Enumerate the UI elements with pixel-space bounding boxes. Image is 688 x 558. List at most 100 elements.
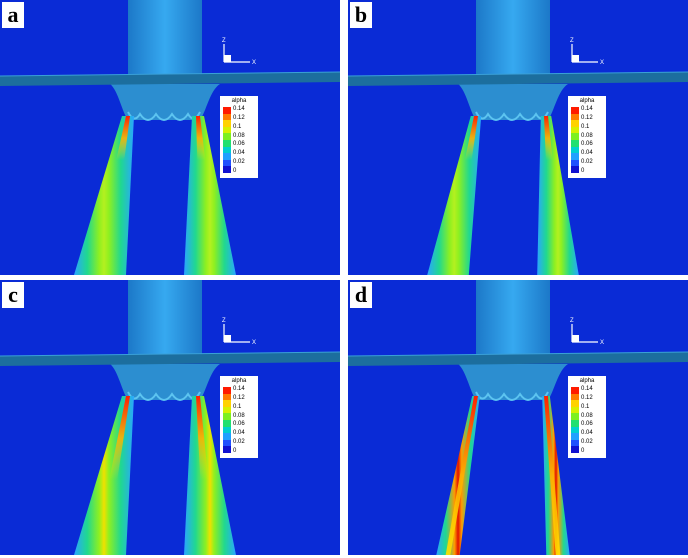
tower-column bbox=[128, 280, 202, 362]
legend-swatch bbox=[571, 153, 579, 160]
jet-core-left bbox=[116, 116, 130, 160]
legend-swatch bbox=[223, 393, 231, 401]
funnel-ripples bbox=[475, 111, 549, 121]
axis-label-z: Z bbox=[570, 38, 574, 44]
legend-swatch bbox=[223, 413, 231, 420]
legend-swatch bbox=[223, 400, 231, 407]
axis-label-z: Z bbox=[222, 318, 226, 324]
funnel-shape bbox=[110, 364, 220, 400]
legend-swatch bbox=[223, 159, 231, 167]
axis-label-x: X bbox=[600, 340, 605, 346]
jet-core-left bbox=[464, 116, 478, 160]
legend-swatch bbox=[223, 446, 231, 453]
legend-tick-label: 0 bbox=[581, 168, 585, 174]
legend-tick-label: 0.1 bbox=[233, 403, 242, 410]
legend-tick-label: 0.06 bbox=[233, 421, 245, 428]
legend-swatch bbox=[223, 166, 231, 173]
axis-label-x: X bbox=[252, 60, 257, 66]
legend-tick-label: 0.06 bbox=[233, 141, 245, 148]
axis-label-x: X bbox=[600, 60, 605, 66]
legend-colorbar bbox=[223, 387, 231, 453]
funnel-ripples bbox=[127, 391, 201, 401]
legend-tick-label: 0.14 bbox=[581, 386, 593, 392]
colorbar-legend: alpha 0.14 0.12 0.1 0.08 0.06 0.04 0.02 0 bbox=[220, 376, 258, 458]
tower-column bbox=[128, 0, 202, 82]
axis-arrows bbox=[571, 44, 598, 63]
legend-tick-label: 0.08 bbox=[233, 412, 245, 419]
simulation-scene bbox=[0, 280, 340, 555]
legend-colorbar bbox=[223, 107, 231, 173]
legend-swatch bbox=[571, 393, 579, 401]
axis-label-x: X bbox=[252, 340, 257, 346]
funnel-shape bbox=[458, 84, 568, 120]
legend-swatch bbox=[571, 133, 579, 140]
axis-arrows bbox=[223, 44, 250, 63]
simulation-scene bbox=[348, 0, 688, 275]
legend-swatch bbox=[571, 413, 579, 420]
legend-tick-label: 0.14 bbox=[233, 106, 245, 112]
legend-swatch bbox=[571, 406, 579, 414]
legend-swatch bbox=[571, 419, 579, 427]
panel-label: a bbox=[2, 2, 24, 28]
legend-tick-label: 0.1 bbox=[581, 123, 590, 130]
legend-swatch bbox=[571, 166, 579, 173]
legend-title: alpha bbox=[231, 98, 247, 104]
legend-swatch bbox=[223, 107, 231, 114]
legend-swatch bbox=[223, 113, 231, 121]
legend-tick-label: 0.14 bbox=[233, 386, 245, 392]
legend-tick-label: 0.02 bbox=[581, 439, 593, 446]
legend-swatch bbox=[223, 426, 231, 434]
legend-swatch bbox=[571, 113, 579, 121]
legend-swatch bbox=[223, 419, 231, 427]
funnel-shape bbox=[110, 84, 220, 120]
colorbar-legend: alpha 0.14 0.12 0.1 0.08 0.06 0.04 0.02 0 bbox=[568, 376, 606, 458]
legend-tick-label: 0.02 bbox=[581, 159, 593, 166]
legend-tick-label: 0.06 bbox=[581, 141, 593, 148]
jet-plume-right bbox=[184, 116, 236, 275]
simulation-scene bbox=[348, 280, 688, 555]
legend-swatch bbox=[223, 126, 231, 134]
legend-tick-label: 0 bbox=[233, 168, 237, 174]
tower-column bbox=[476, 280, 550, 362]
jet-core-left bbox=[109, 396, 130, 480]
legend-tick-label: 0.04 bbox=[581, 430, 593, 437]
plate-edge bbox=[0, 71, 340, 77]
axis-label-z: Z bbox=[570, 318, 574, 324]
legend-swatch bbox=[571, 107, 579, 114]
legend-swatch bbox=[571, 146, 579, 154]
panel-label: c bbox=[2, 282, 24, 308]
legend-tick-label: 0.12 bbox=[581, 114, 593, 121]
legend-tick-label: 0.12 bbox=[233, 394, 245, 401]
legend-swatch bbox=[223, 120, 231, 127]
legend-tick-label: 0.02 bbox=[233, 159, 245, 166]
legend-tick-label: 0.1 bbox=[233, 123, 242, 130]
legend-swatch bbox=[223, 433, 231, 440]
legend-swatch bbox=[571, 159, 579, 167]
plate-edge bbox=[0, 351, 340, 357]
legend-swatch bbox=[571, 426, 579, 434]
legend-swatch bbox=[223, 146, 231, 154]
simulation-scene bbox=[0, 0, 340, 275]
legend-tick-label: 0.02 bbox=[233, 439, 245, 446]
tower-column bbox=[476, 0, 550, 82]
legend-swatch bbox=[223, 406, 231, 414]
jet-core-right bbox=[196, 116, 206, 160]
legend-swatch bbox=[571, 433, 579, 440]
legend-swatch bbox=[571, 439, 579, 447]
legend-tick-label: 0 bbox=[581, 448, 585, 454]
legend-swatch bbox=[571, 126, 579, 134]
legend-swatch bbox=[571, 400, 579, 407]
legend-swatch bbox=[223, 439, 231, 447]
legend-tick-label: 0.08 bbox=[233, 132, 245, 139]
legend-tick-label: 0.04 bbox=[581, 150, 593, 157]
plate-edge bbox=[348, 71, 688, 77]
legend-tick-label: 0 bbox=[233, 448, 237, 454]
panel-label: d bbox=[350, 282, 372, 308]
legend-tick-label: 0.04 bbox=[233, 430, 245, 437]
colorbar-legend: alpha 0.14 0.12 0.1 0.08 0.06 0.04 0.02 0 bbox=[220, 96, 258, 178]
